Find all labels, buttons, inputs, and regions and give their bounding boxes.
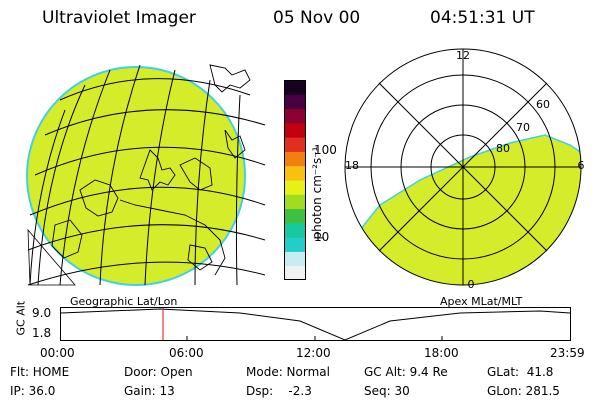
info-flt: Flt: HOME <box>10 365 70 379</box>
mlat-label-60: 60 <box>536 98 550 111</box>
info-ip: IP: 36.0 <box>10 384 56 398</box>
mlt-label-12: 12 <box>456 49 470 62</box>
colorbar-band <box>284 151 306 167</box>
header-title: Ultraviolet Imager <box>42 8 196 28</box>
colorbar-unit-label: photon cm⁻²s⁻¹ <box>310 146 324 240</box>
colorbar-band <box>284 122 306 138</box>
info-dsp: Dsp: -2.3 <box>246 384 312 398</box>
alt-ytick-low: 1.8 <box>32 326 52 340</box>
colorbar-band <box>284 237 306 252</box>
polar-mlt-image: 12 18 6 0 60 70 80 <box>344 48 585 290</box>
colorbar-band <box>284 137 306 152</box>
alt-ytick-high: 9.0 <box>32 306 52 320</box>
polar-grid <box>344 48 582 286</box>
geographic-image <box>26 64 266 286</box>
info-seq: Seq: 30 <box>364 384 410 398</box>
geo-disk-edge <box>26 66 246 286</box>
header-time: 04:51:31 UT <box>430 8 535 28</box>
altitude-curve <box>60 308 571 341</box>
mlt-label-0: 0 <box>468 278 475 290</box>
info-gc-alt: GC Alt: 9.4 Re <box>364 365 448 379</box>
colorbar-band <box>284 265 306 280</box>
geo-coastlines <box>51 64 251 276</box>
colorbar-band <box>284 108 306 124</box>
colorbar-tick-10: 10 <box>314 230 330 244</box>
alt-xtick-4: 23:59 <box>550 346 585 360</box>
colorbar-band <box>284 180 306 195</box>
alt-xtick-0: 00:00 <box>40 346 75 360</box>
auroral-oval <box>345 134 581 285</box>
colorbar-band <box>284 165 306 181</box>
alt-xtick-1: 06:00 <box>169 346 204 360</box>
geo-panel-label: Geographic Lat/Lon <box>70 295 178 308</box>
info-mode: Mode: Normal <box>246 365 330 379</box>
polar-panel-label: Apex MLat/MLT <box>440 295 523 308</box>
alt-plot-ylabel: GC Alt <box>14 300 28 336</box>
colorbar-band <box>284 251 306 267</box>
mlat-label-70: 70 <box>516 121 530 134</box>
colorbar-band <box>284 80 306 95</box>
colorbar-tick-100: 100 <box>314 143 337 157</box>
colorbar-band <box>284 208 306 224</box>
header-date: 05 Nov 00 <box>273 8 361 28</box>
info-gain: Gain: 13 <box>124 384 175 398</box>
alt-xtick-2: 12:00 <box>296 346 331 360</box>
geo-gap-wedge <box>27 228 76 286</box>
info-glon: GLon: 281.5 <box>487 384 560 398</box>
mlat-label-80: 80 <box>496 142 510 155</box>
alt-xtick-3: 18:00 <box>424 346 459 360</box>
colorbar-band <box>284 94 306 110</box>
colorbar-band <box>284 222 306 238</box>
info-door: Door: Open <box>124 365 193 379</box>
mlt-label-18: 18 <box>345 159 359 172</box>
mlt-label-6: 6 <box>578 159 585 172</box>
info-glat: GLat: 41.8 <box>487 365 554 379</box>
altitude-plot <box>60 307 571 341</box>
colorbar-band <box>284 194 306 210</box>
colorbar <box>284 80 306 280</box>
